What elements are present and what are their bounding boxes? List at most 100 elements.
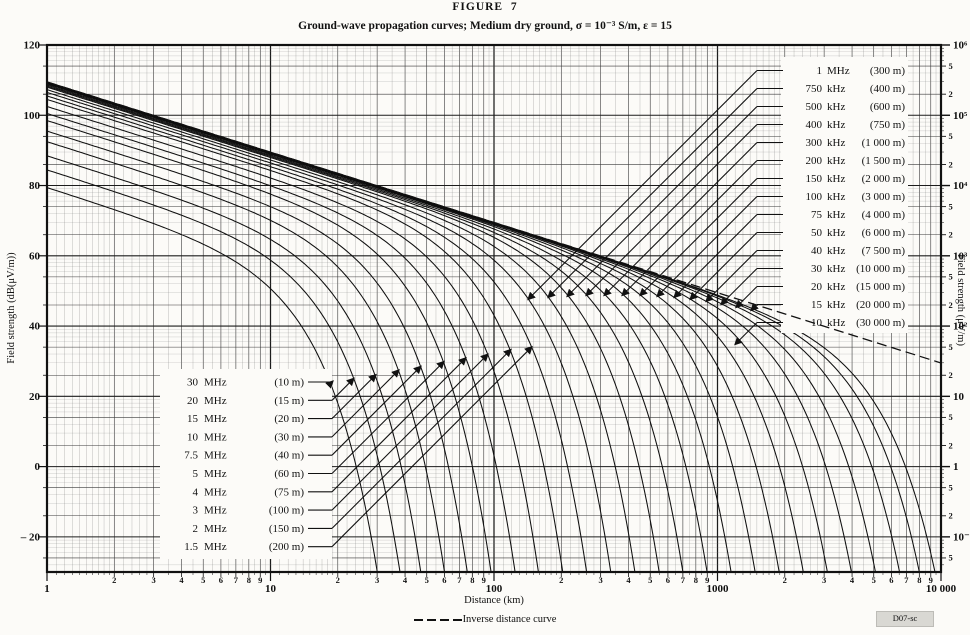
legend-item-freq: 200 [806,155,823,167]
legend-item-freq: 400 [806,119,823,131]
x-axis-label: Distance (km) [464,595,524,606]
legend-item-freq: 1 [817,65,823,77]
legend-item-freq: 10 [811,317,823,329]
legend-item-unit: MHz [204,505,227,517]
legend-item-unit: kHz [827,83,845,95]
legend-item-unit: kHz [827,227,845,239]
legend-item-wavelength: (10 000 m) [856,263,905,275]
x-tick-minor-label: 9 [258,575,262,585]
leader-line [673,214,758,299]
x-tick-minor-label: 8 [470,575,474,585]
legend-item-freq: 75 [811,209,823,221]
x-tick-minor-label: 8 [917,575,921,585]
legend-item-unit: MHz [204,523,227,535]
y-right-tick-minor-label: 5 [949,412,953,422]
left-legend-box [160,369,332,559]
curve-15-MHz [47,155,422,572]
y-left-tick-label: 80 [29,180,41,192]
y-right-tick-label: 10² [953,321,968,333]
legend-item-unit: MHz [204,486,227,498]
x-tick-label: 1 [44,583,50,595]
y-right-tick-minor-label: 5 [949,272,953,282]
leader-line [585,124,758,297]
y-left-axis-label: Field strength (dB(μV/m)) [6,252,17,364]
legend-item-unit: kHz [827,209,845,221]
leader-line [331,373,377,419]
legend-item-unit: MHz [827,65,850,77]
legend-item-wavelength: (7 500 m) [862,245,906,257]
legend-item-unit: kHz [827,155,845,167]
curve-200-kHz [47,83,732,572]
leader-line [325,380,334,389]
legend-item-unit: kHz [827,137,845,149]
inverse-distance-caption-text: Inverse distance curve [462,614,557,625]
y-right-tick-label: 1 [953,461,959,473]
legend-item-wavelength: (100 m) [269,505,304,517]
y-right-tick-minor-label: 2 [949,511,953,521]
legend-item-unit: kHz [827,245,845,257]
y-left-tick-label: – 20 [20,531,41,543]
y-left-tick-label: 120 [24,40,41,52]
x-tick-label: 1000 [707,583,730,595]
curve-4-MHz [47,112,516,572]
inverse-distance-caption: Inverse distance curve [0,614,970,625]
leader-line [750,302,759,312]
x-tick-minor-label: 3 [599,575,603,585]
legend-item-freq: 100 [806,191,823,203]
dashed-line-sample [413,618,462,621]
y-left-tick-label: 40 [29,321,41,333]
y-right-tick-minor-label: 2 [949,89,953,99]
legend-item-unit: kHz [827,101,845,113]
curve-5-MHz [47,120,492,572]
y-right-tick-minor-label: 5 [949,342,953,352]
leader-line [331,356,467,493]
legend-item-freq: 4 [193,486,199,498]
legend-item-unit: MHz [204,413,227,425]
y-left-tick-label: 60 [29,250,41,262]
y-right-tick-label: 10⁻¹ [953,531,970,543]
y-right-tick-minor-label: 5 [949,201,953,211]
legend-item-wavelength: (150 m) [269,523,304,535]
legend-item-freq: 20 [811,281,823,293]
y-right-tick-minor-label: 5 [949,131,953,141]
legend-item-freq: 1.5 [184,541,198,553]
x-tick-minor-label: 6 [219,575,223,585]
legend-item-wavelength: (4 000 m) [862,209,906,221]
x-tick-minor-label: 4 [626,575,631,585]
legend-item-wavelength: (3 000 m) [862,191,906,203]
leader-line [331,369,400,438]
legend-item-wavelength: (1 500 m) [862,155,906,167]
legend-item-wavelength: (30 m) [274,431,304,443]
legend-item-freq: 300 [806,137,823,149]
x-tick-minor-label: 9 [482,575,486,585]
x-tick-label: 10 000 [926,583,957,595]
legend-item-wavelength: (10 m) [274,377,304,389]
legend-item-freq: 30 [811,263,823,275]
legend-item-unit: MHz [204,468,227,480]
y-right-tick-minor-label: 2 [949,440,953,450]
legend-item-wavelength: (20 m) [274,413,304,425]
y-right-tick-minor-label: 2 [949,300,953,310]
x-tick-minor-label: 7 [457,575,462,585]
x-tick-minor-label: 8 [247,575,251,585]
inverse-distance-curve [46,81,942,364]
x-tick-minor-label: 5 [201,575,205,585]
legend-item-wavelength: (15 m) [274,395,304,407]
legend-item-wavelength: (1 000 m) [862,137,906,149]
legend-item-freq: 30 [187,377,199,389]
legend-item-freq: 10 [187,431,199,443]
y-right-tick-minor-label: 5 [949,482,953,492]
legend-item-wavelength: (15 000 m) [856,281,905,293]
leader-line [331,365,422,456]
leader-line [639,178,758,297]
leader-line [720,268,758,306]
x-tick-minor-label: 5 [648,575,652,585]
curve-3-MHz [47,105,539,572]
legend-item-unit: MHz [204,395,227,407]
legend-item-unit: MHz [204,541,227,553]
x-tick-minor-label: 2 [559,575,563,585]
y-left-tick-label: 0 [35,461,41,473]
legend-item-unit: kHz [827,119,845,131]
y-right-tick-minor-label: 2 [949,370,953,380]
x-tick-minor-label: 6 [442,575,446,585]
